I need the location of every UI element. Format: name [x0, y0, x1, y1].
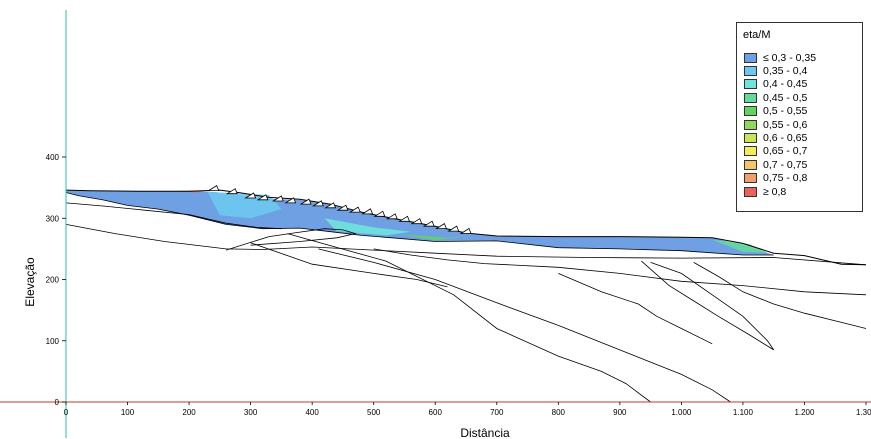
marker-6 — [299, 198, 312, 205]
y-tick-label-4: 400 — [46, 153, 60, 162]
legend-item: ≤ 0,3 - 0,35 — [744, 51, 816, 64]
y-tick-label-2: 200 — [46, 276, 60, 285]
layer-line-9 — [693, 262, 867, 329]
y-axis-title: Elevação — [23, 257, 37, 307]
marker-18 — [447, 225, 460, 232]
soil-layer-lines-group — [65, 189, 867, 403]
marker-19 — [459, 227, 472, 234]
legend-swatch — [744, 79, 757, 90]
legend-swatch — [744, 106, 757, 117]
legend-label: ≤ 0,3 - 0,35 — [763, 51, 817, 64]
legend-swatch — [744, 159, 757, 170]
x-tick-label-6: 600 — [429, 408, 443, 417]
marker-7 — [311, 200, 324, 207]
x-axis-title: Distância — [460, 426, 510, 439]
legend-swatch — [744, 186, 757, 197]
layer-line-5 — [318, 248, 731, 403]
marker-3 — [256, 194, 269, 201]
marker-2 — [244, 192, 257, 199]
marker-14 — [398, 215, 411, 222]
legend-label: 0,55 - 0,6 — [763, 118, 808, 131]
marker-4 — [271, 195, 284, 202]
layer-line-3 — [250, 242, 448, 288]
layer-line-8 — [641, 260, 774, 351]
eta-zone-5 — [761, 251, 774, 255]
legend-title: eta/M — [743, 29, 771, 41]
legend-item: 0,5 - 0,55 — [744, 105, 816, 118]
legend-items: ≤ 0,3 - 0,35 0,35 - 0,4 0,4 - 0,45 0,45 - 0… — [744, 51, 816, 198]
axes-group: 0 100 200 300 400 500 600 700 800 900 1.000 1.100 1.… — [0, 10, 871, 438]
legend-item: 0,55 - 0,6 — [744, 118, 816, 131]
x-tick-label-4: 400 — [305, 408, 319, 417]
marker-8 — [324, 202, 337, 209]
marker-triangles-group — [207, 185, 472, 234]
x-tick-label-7: 700 — [490, 408, 504, 417]
legend-item: 0,45 - 0,5 — [744, 91, 816, 104]
marker-0 — [207, 185, 220, 192]
layer-line-1 — [65, 202, 282, 230]
legend-item: 0,65 - 0,7 — [744, 145, 816, 158]
marker-11 — [361, 208, 374, 215]
legend-swatch — [744, 173, 757, 184]
x-tick-label-3: 300 — [244, 408, 258, 417]
eta-zone-3 — [712, 239, 768, 253]
x-tick-label-12: 1.200 — [794, 408, 815, 417]
x-tick-label-2: 200 — [182, 408, 196, 417]
legend: eta/M ≤ 0,3 - 0,35 0,35 - 0,4 0,4 - 0,45 0,… — [736, 22, 863, 212]
x-tick-label-0: 0 — [64, 408, 69, 417]
layer-line-10 — [650, 262, 775, 351]
x-tick-label-10: 1.000 — [671, 408, 692, 417]
x-tick-label-13: 1.300 — [856, 408, 871, 417]
y-tick-label-0: 0 — [55, 398, 60, 407]
marker-17 — [435, 223, 447, 230]
x-tick-label-9: 900 — [613, 408, 627, 417]
legend-label: 0,5 - 0,55 — [763, 105, 808, 118]
x-tick-label-1: 100 — [121, 408, 135, 417]
legend-label: 0,65 - 0,7 — [763, 145, 808, 158]
legend-label: 0,4 - 0,45 — [763, 78, 808, 91]
x-tick-label-11: 1.100 — [733, 408, 754, 417]
legend-label: 0,75 - 0,8 — [763, 172, 808, 185]
marker-9 — [336, 204, 349, 211]
legend-item: 0,75 - 0,8 — [744, 172, 816, 185]
legend-label: 0,6 - 0,65 — [763, 132, 808, 145]
x-tick-label-5: 500 — [367, 408, 381, 417]
marker-5 — [284, 197, 297, 204]
legend-item: 0,7 - 0,75 — [744, 158, 816, 171]
legend-swatch — [744, 133, 757, 144]
marker-1 — [225, 188, 238, 195]
layer-line-6 — [373, 248, 867, 296]
legend-item: ≥ 0,8 — [744, 185, 816, 198]
marker-12 — [373, 210, 386, 217]
x-tick-label-8: 800 — [552, 408, 566, 417]
legend-item: 0,4 - 0,45 — [744, 78, 816, 91]
legend-swatch — [744, 52, 757, 63]
layer-line-7 — [558, 273, 713, 345]
legend-swatch — [744, 92, 757, 103]
legend-swatch — [744, 119, 757, 130]
legend-item: 0,35 - 0,4 — [744, 64, 816, 77]
legend-label: 0,45 - 0,5 — [763, 91, 808, 104]
marker-10 — [348, 206, 361, 213]
y-tick-label-3: 300 — [46, 214, 60, 223]
legend-label: 0,35 - 0,4 — [763, 65, 808, 78]
marker-16 — [422, 220, 435, 227]
layer-line-0 — [65, 224, 867, 266]
legend-label: 0,7 - 0,75 — [763, 158, 808, 171]
legend-label: ≥ 0,8 — [763, 185, 787, 198]
marker-15 — [410, 218, 423, 225]
marker-13 — [385, 213, 398, 220]
eta-zone-2 — [398, 234, 473, 241]
legend-swatch — [744, 146, 757, 157]
legend-swatch — [744, 66, 757, 77]
y-tick-label-1: 100 — [46, 337, 60, 346]
legend-item: 0,6 - 0,65 — [744, 131, 816, 144]
layer-line-4 — [287, 233, 651, 403]
water-body-bottom-line — [65, 192, 774, 256]
